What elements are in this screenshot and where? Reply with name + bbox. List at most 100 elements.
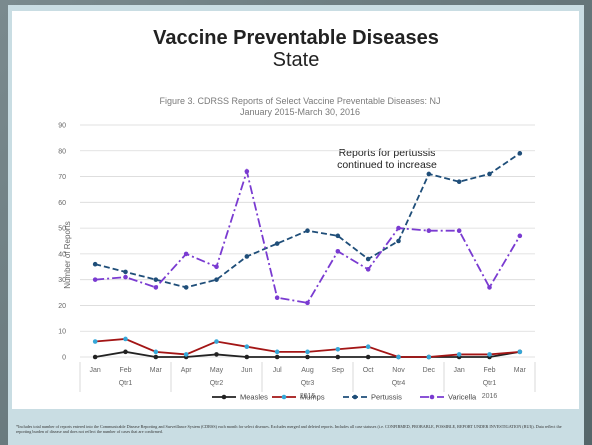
legend-marker (352, 394, 358, 400)
data-point (153, 349, 159, 355)
data-point (456, 179, 462, 185)
data-point (305, 354, 310, 360)
y-tick-label: 20 (58, 303, 66, 310)
x-tick-label: Mar (514, 367, 527, 374)
x-tick-label: Oct (363, 367, 374, 374)
slide-title: Vaccine Preventable Diseases (153, 27, 439, 49)
data-point (92, 261, 98, 267)
annotation-line2: continued to increase (337, 159, 437, 171)
x-tick-label: Aug (301, 367, 314, 374)
slide-subtitle: State (272, 49, 320, 71)
data-point (305, 349, 310, 355)
data-point (335, 249, 341, 254)
x-tick-label: Nov (392, 367, 405, 374)
quarter-label: Qtr3 (301, 380, 315, 387)
data-point (426, 228, 432, 233)
data-point (123, 349, 128, 355)
legend-label: Measles (240, 393, 268, 402)
data-point (244, 169, 250, 174)
data-point (487, 352, 492, 357)
y-tick-label: 30 (58, 277, 66, 284)
legend-marker (281, 394, 287, 400)
data-point (517, 349, 523, 355)
data-point (274, 349, 280, 355)
y-tick-label: 0 (62, 355, 66, 362)
series-line-pertussis (94, 152, 521, 289)
data-point (517, 233, 523, 239)
y-axis-label: Number of Reports (63, 221, 72, 289)
data-point (214, 264, 219, 270)
x-tick-label: Apr (181, 367, 193, 374)
slide-card (12, 11, 579, 409)
x-tick-label: Mar (150, 367, 163, 374)
chart-annotation: Reports for pertussis continued to incre… (312, 147, 462, 171)
data-point (123, 269, 128, 275)
series-line-varicella (95, 168, 521, 304)
legend-label: Varicella (448, 393, 477, 402)
data-point (365, 354, 371, 360)
data-point (214, 277, 219, 282)
data-point (305, 228, 310, 233)
data-point (183, 285, 189, 290)
data-point (92, 339, 98, 344)
y-tick-label: 90 (58, 123, 66, 130)
series-line-mumps (95, 338, 520, 358)
x-tick-label: Feb (119, 367, 131, 374)
x-tick-label: May (210, 367, 224, 374)
data-point (456, 352, 462, 357)
x-tick-label: Feb (483, 367, 495, 374)
y-tick-label: 70 (58, 174, 66, 181)
x-tick-label: Jun (241, 367, 252, 374)
quarter-label: Qtr1 (483, 380, 497, 387)
data-point (335, 346, 341, 352)
y-tick-label: 10 (58, 329, 66, 336)
data-point (153, 277, 159, 282)
data-point (183, 352, 189, 357)
data-point (183, 251, 189, 257)
chart-title-line1: Figure 3. CDRSS Reports of Select Vaccin… (159, 96, 441, 106)
data-point (153, 285, 159, 290)
data-point (365, 344, 371, 349)
data-point (396, 354, 401, 360)
data-point (214, 352, 219, 357)
data-point (214, 339, 219, 344)
legend-label: Mumps (300, 393, 325, 402)
x-tick-label: Dec (423, 367, 436, 374)
slide (8, 5, 584, 445)
data-point (244, 354, 250, 360)
chart-title: Figure 3. CDRSS Reports of Select Vaccin… (150, 96, 450, 118)
quarter-label: Qtr4 (392, 380, 406, 387)
data-point (396, 225, 401, 231)
y-tick-label: 40 (58, 251, 66, 258)
chart-title-line2: January 2015-March 30, 2016 (239, 107, 361, 117)
data-point (274, 241, 280, 246)
data-point (365, 256, 371, 262)
legend-marker (221, 394, 227, 400)
data-point (396, 238, 401, 244)
data-point (335, 354, 341, 360)
data-point (517, 151, 523, 156)
data-point (244, 344, 250, 349)
y-tick-label: 60 (58, 200, 66, 207)
x-tick-label: Sep (332, 367, 345, 374)
data-point (92, 277, 98, 282)
data-point (335, 233, 341, 239)
quarter-label: Qtr1 (119, 380, 133, 387)
x-tick-label: Jul (273, 367, 282, 374)
year-label: 2016 (482, 393, 498, 400)
data-point (274, 354, 280, 360)
quarter-label: Qtr2 (210, 380, 224, 387)
data-point (92, 354, 98, 360)
data-point (123, 274, 128, 280)
x-tick-label: Jan (90, 367, 101, 374)
data-point (305, 300, 310, 306)
year-label: 2015 (300, 393, 316, 400)
annotation-line1: Reports for pertussis (338, 147, 436, 159)
data-point (456, 228, 462, 233)
data-point (487, 171, 492, 177)
data-point (274, 295, 280, 301)
data-point (365, 267, 371, 272)
data-point (153, 354, 159, 360)
data-point (426, 171, 432, 177)
